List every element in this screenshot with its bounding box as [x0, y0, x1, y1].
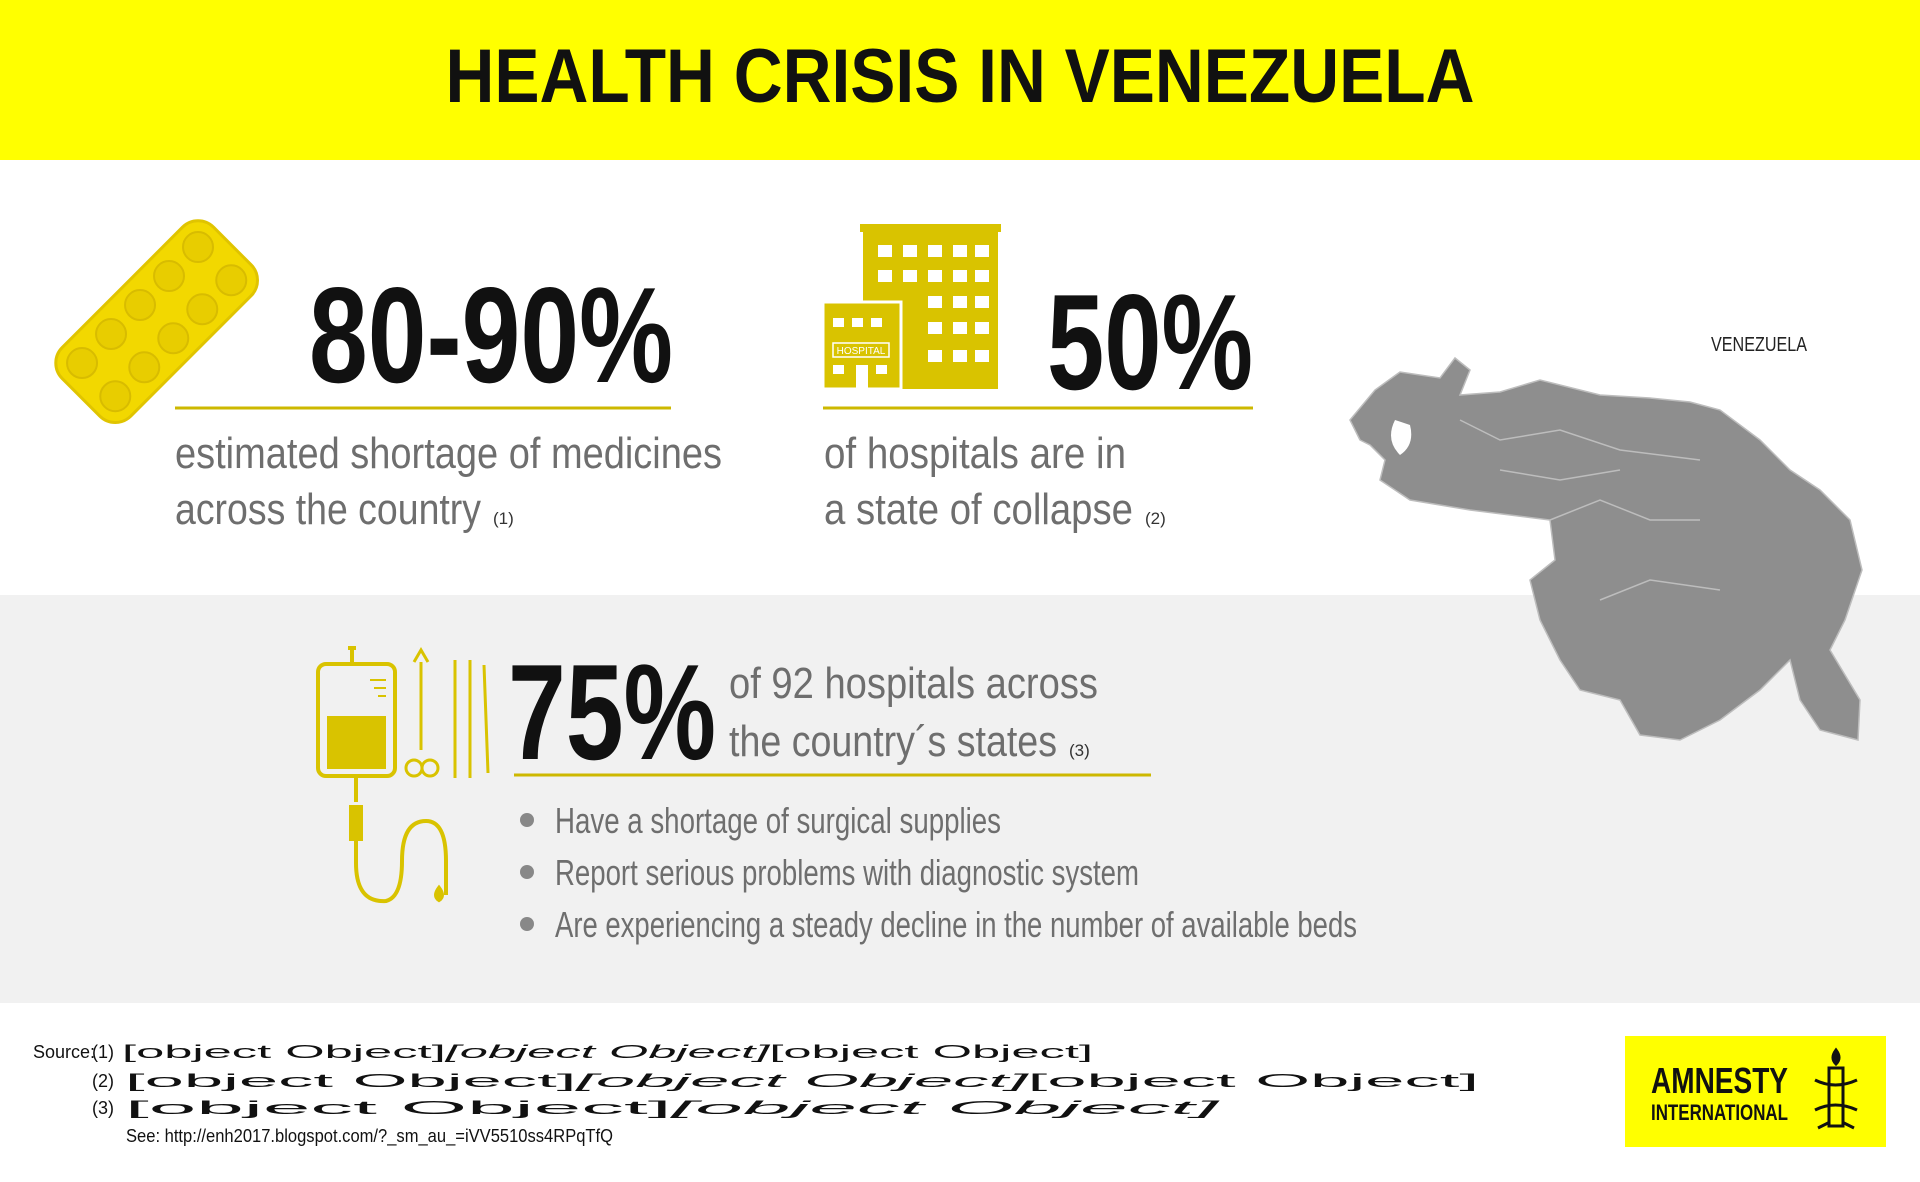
source-number: (3): [92, 1098, 114, 1118]
source-text: [object Object] [object Object] [object Ob…: [125, 1071, 1479, 1091]
source-number: (1): [92, 1042, 114, 1062]
source-part: [object Object]: [667, 1098, 1223, 1118]
source-part: [object Object]: [125, 1071, 576, 1091]
stat-value: 75%: [508, 636, 716, 788]
source-part: [object Object]: [122, 1042, 446, 1062]
logo-text: INTERNATIONAL: [1651, 1100, 1788, 1125]
source-text: [object Object] [object Object]: [125, 1098, 1223, 1118]
source-part: [object Object]: [572, 1071, 1031, 1091]
pill-icon: [54, 219, 259, 424]
source-link: See: http://enh2017.blogspot.com/?_sm_au…: [126, 1126, 613, 1147]
venezuela-map: [1349, 356, 1863, 741]
source-label: Source:: [33, 1042, 95, 1062]
bullet-dot: [520, 917, 534, 931]
map-label: VENEZUELA: [1711, 334, 1808, 356]
header-band: [0, 0, 1920, 160]
stat-text: estimated shortage of medicines: [175, 429, 722, 478]
source-part: [object Object]: [769, 1042, 1093, 1062]
bullet-dot: [520, 813, 534, 827]
bullet-text: Are experiencing a steady decline in the…: [555, 904, 1357, 945]
stat-text: a state of collapse: [824, 485, 1133, 534]
iv-icon: [316, 646, 490, 904]
source-part: [object Object]: [443, 1042, 772, 1062]
stat-note: (1): [493, 509, 514, 528]
bullet-dot: [520, 865, 534, 879]
logo-candle: [1814, 1047, 1858, 1130]
source-part: [object Object]: [1028, 1071, 1479, 1091]
hospital-icon: HOSPITAL: [821, 224, 1001, 391]
stat-text: of 92 hospitals across: [729, 659, 1098, 708]
stat-text: the country´s states: [729, 717, 1057, 766]
stat-text: across the country: [175, 485, 481, 534]
hospital-sign: HOSPITAL: [837, 346, 886, 357]
bullet-text: Have a shortage of surgical supplies: [555, 800, 1001, 841]
stat-value: 50%: [1047, 266, 1253, 418]
source-text: [object Object] [object Object] [object Ob…: [122, 1042, 1093, 1062]
source-part: [object Object]: [125, 1098, 672, 1118]
stat-text: of hospitals are in: [824, 429, 1126, 478]
bullet-text: Report serious problems with diagnostic …: [555, 852, 1139, 893]
stat-note: (3): [1069, 741, 1090, 760]
title: HEALTH CRISIS IN VENEZUELA: [446, 34, 1475, 119]
stat-note: (2): [1145, 509, 1166, 528]
source-number: (2): [92, 1071, 114, 1091]
logo-text: AMNESTY: [1651, 1060, 1788, 1101]
stat-value: 80-90%: [309, 259, 673, 411]
